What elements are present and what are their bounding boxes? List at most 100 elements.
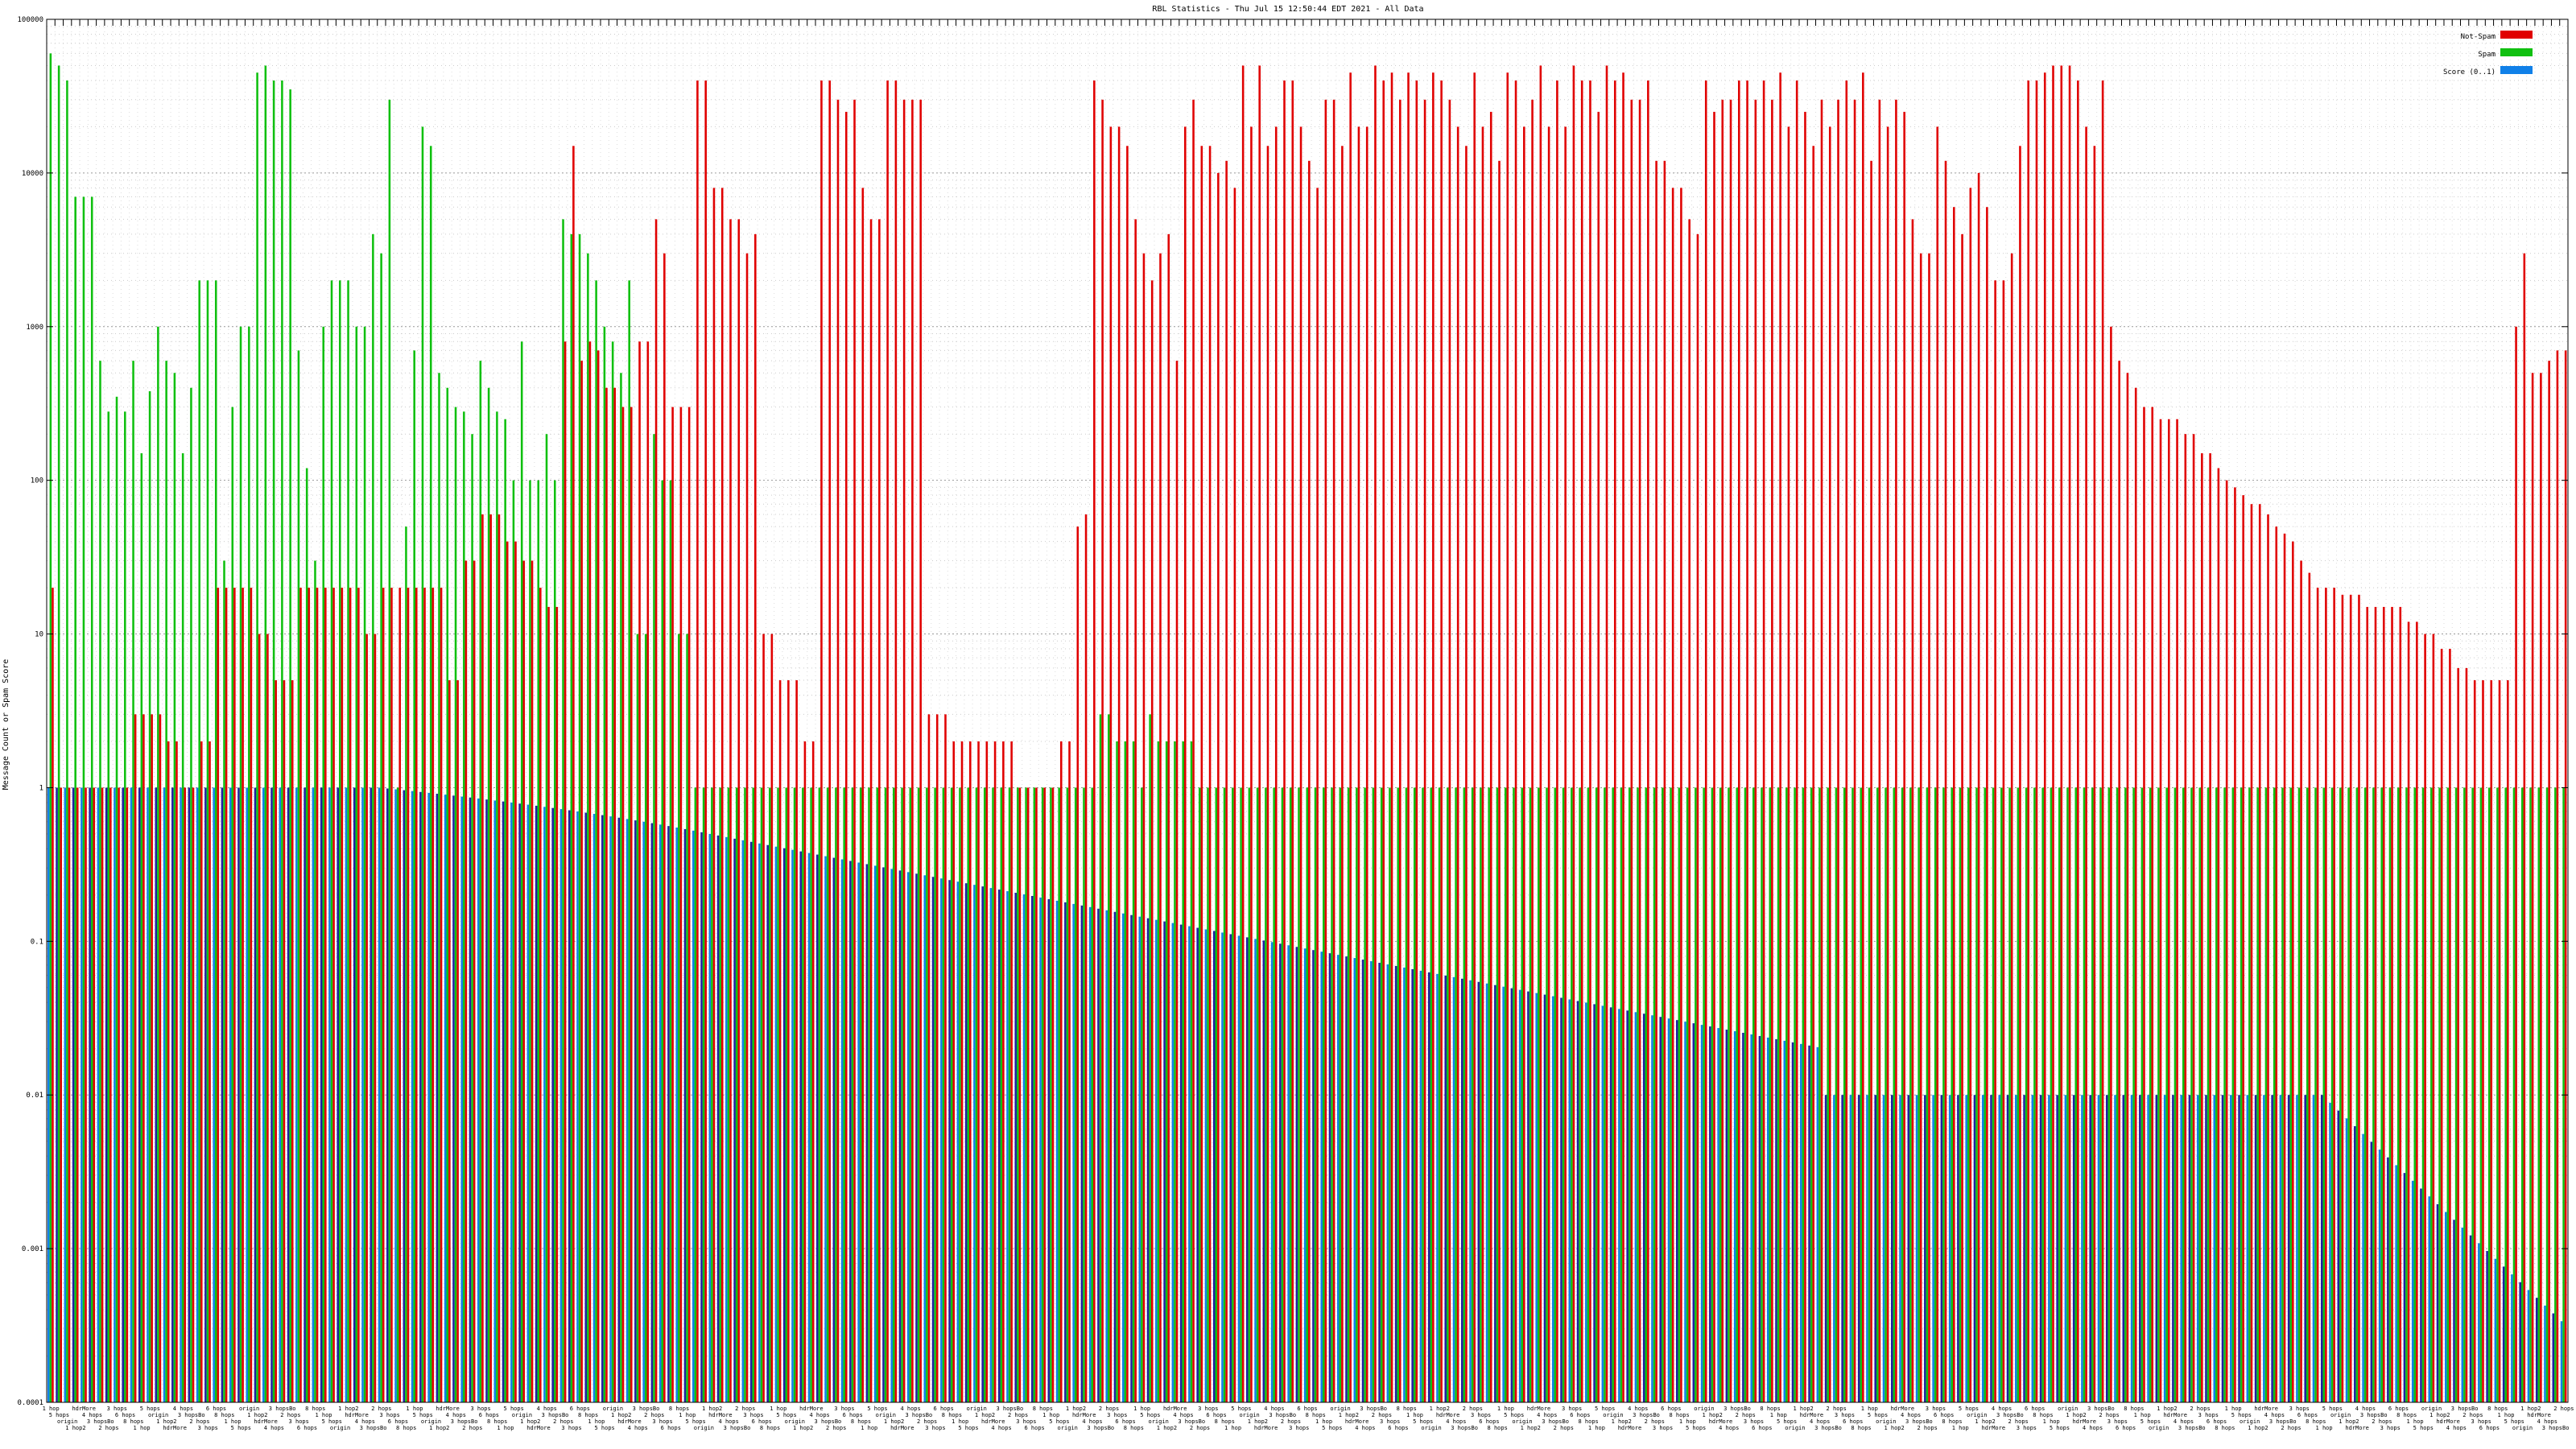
spam-bar bbox=[1794, 787, 1796, 1402]
spam-bar bbox=[1975, 787, 1978, 1402]
x-category-label: 8 hops bbox=[2215, 1425, 2235, 1431]
score-bar bbox=[1709, 1026, 1711, 1402]
x-category-label: 6 hops bbox=[1388, 1425, 1408, 1431]
legend-label: Score (0..1) bbox=[2443, 68, 2496, 76]
spam-bar bbox=[818, 787, 821, 1402]
x-category-label: 8 hops bbox=[123, 1418, 143, 1425]
spam-bar bbox=[2487, 787, 2491, 1402]
score-bar bbox=[1981, 1095, 1984, 1402]
score-bar bbox=[2271, 1095, 2273, 1402]
spam-bar bbox=[2240, 787, 2243, 1402]
score-bar bbox=[1204, 929, 1208, 1402]
x-category-label: 3 hops bbox=[1107, 1412, 1127, 1418]
spam-bar bbox=[1298, 787, 1300, 1402]
spam-bar bbox=[2273, 787, 2276, 1402]
x-category-label: origin bbox=[330, 1425, 350, 1431]
notspam-bar bbox=[349, 588, 352, 1402]
notspam-bar bbox=[2159, 419, 2162, 1402]
spam-bar bbox=[983, 787, 986, 1402]
notspam-bar bbox=[1688, 219, 1690, 1402]
score-bar bbox=[807, 852, 811, 1402]
notspam-bar bbox=[1506, 72, 1509, 1402]
notspam-bar bbox=[1423, 99, 1426, 1402]
spam-bar bbox=[421, 126, 424, 1402]
notspam-bar bbox=[225, 588, 228, 1402]
score-bar bbox=[2337, 1110, 2340, 1402]
x-category-label: 2 hops bbox=[1190, 1425, 1210, 1431]
score-bar bbox=[1403, 967, 1406, 1402]
spam-bar bbox=[281, 80, 283, 1403]
notspam-bar bbox=[894, 80, 898, 1403]
spam-bar bbox=[157, 326, 159, 1402]
spam-bar bbox=[99, 361, 101, 1403]
score-bar bbox=[1932, 1095, 1934, 1402]
notspam-bar bbox=[142, 714, 145, 1402]
x-category-label: 3 hopsBo bbox=[87, 1418, 114, 1425]
notspam-bar bbox=[2449, 649, 2451, 1402]
x-category-label: 1 hop bbox=[1224, 1425, 1241, 1431]
x-category-label: 2 hops bbox=[1736, 1412, 1756, 1418]
spam-bar bbox=[2140, 787, 2144, 1402]
x-category-label: 1 hop bbox=[134, 1425, 151, 1431]
notspam-bar bbox=[1250, 126, 1253, 1402]
x-category-label: 3 hopsBo bbox=[2178, 1425, 2206, 1431]
score-bar bbox=[1345, 956, 1348, 1402]
notspam-bar bbox=[2556, 350, 2559, 1403]
score-bar bbox=[832, 857, 836, 1402]
spam-bar bbox=[669, 480, 672, 1402]
score-bar bbox=[2370, 1141, 2373, 1402]
spam-bar bbox=[1653, 787, 1656, 1402]
score-bar bbox=[1105, 910, 1108, 1402]
spam-bar bbox=[1240, 787, 1242, 1402]
notspam-bar bbox=[729, 219, 732, 1402]
spam-bar bbox=[1066, 787, 1069, 1402]
x-category-label: origin bbox=[2240, 1418, 2260, 1425]
spam-bar bbox=[2198, 787, 2202, 1402]
score-bar bbox=[163, 787, 166, 1402]
x-category-label: 6 hops bbox=[2388, 1406, 2409, 1412]
spam-bar bbox=[2463, 787, 2466, 1402]
score-bar bbox=[1551, 996, 1554, 1402]
score-bar bbox=[171, 787, 174, 1402]
x-category-label: 8 hops bbox=[942, 1412, 962, 1418]
spam-bar bbox=[1703, 787, 1705, 1402]
score-bar bbox=[1287, 945, 1290, 1402]
notspam-bar bbox=[1630, 99, 1633, 1402]
notspam-bar bbox=[2482, 680, 2484, 1402]
spam-bar bbox=[2512, 787, 2516, 1402]
spam-bar bbox=[363, 326, 366, 1402]
x-category-label: 3 hops bbox=[1562, 1406, 1582, 1412]
notspam-bar bbox=[1374, 65, 1377, 1403]
notspam-bar bbox=[919, 99, 922, 1402]
score-bar bbox=[2436, 1203, 2439, 1402]
score-bar bbox=[64, 787, 67, 1402]
notspam-bar bbox=[2424, 634, 2426, 1402]
spam-bar bbox=[190, 387, 192, 1402]
spam-bar bbox=[1521, 787, 1524, 1402]
notspam-bar bbox=[1952, 207, 1955, 1403]
x-category-label: 1 hop bbox=[1315, 1418, 1332, 1425]
spam-bar bbox=[173, 373, 176, 1402]
legend-swatch bbox=[2500, 31, 2533, 39]
notspam-bar bbox=[2043, 72, 2046, 1402]
spam-bar bbox=[2058, 787, 2061, 1402]
spam-bar bbox=[653, 434, 655, 1402]
score-bar bbox=[1808, 1045, 1810, 1402]
spam-bar bbox=[2207, 787, 2210, 1402]
x-category-label: 6 hops bbox=[1115, 1418, 1135, 1425]
x-category-label: hdrMore bbox=[1800, 1412, 1824, 1418]
x-category-label: origin bbox=[2058, 1406, 2078, 1412]
notspam-bar bbox=[1671, 188, 1674, 1402]
notspam-bar bbox=[2275, 526, 2278, 1403]
notspam-bar bbox=[2473, 680, 2476, 1402]
score-bar bbox=[857, 862, 860, 1402]
x-category-label: 4 hops bbox=[1264, 1406, 1284, 1412]
x-category-label: 1 hop bbox=[861, 1425, 877, 1431]
spam-bar bbox=[959, 787, 961, 1402]
notspam-bar bbox=[423, 588, 426, 1402]
score-bar bbox=[2097, 1095, 2100, 1402]
spam-bar bbox=[496, 411, 498, 1402]
x-category-label: 1 hop2 bbox=[884, 1418, 904, 1425]
x-category-label: 6 hops bbox=[1297, 1406, 1317, 1412]
spam-bar bbox=[1852, 787, 1854, 1402]
